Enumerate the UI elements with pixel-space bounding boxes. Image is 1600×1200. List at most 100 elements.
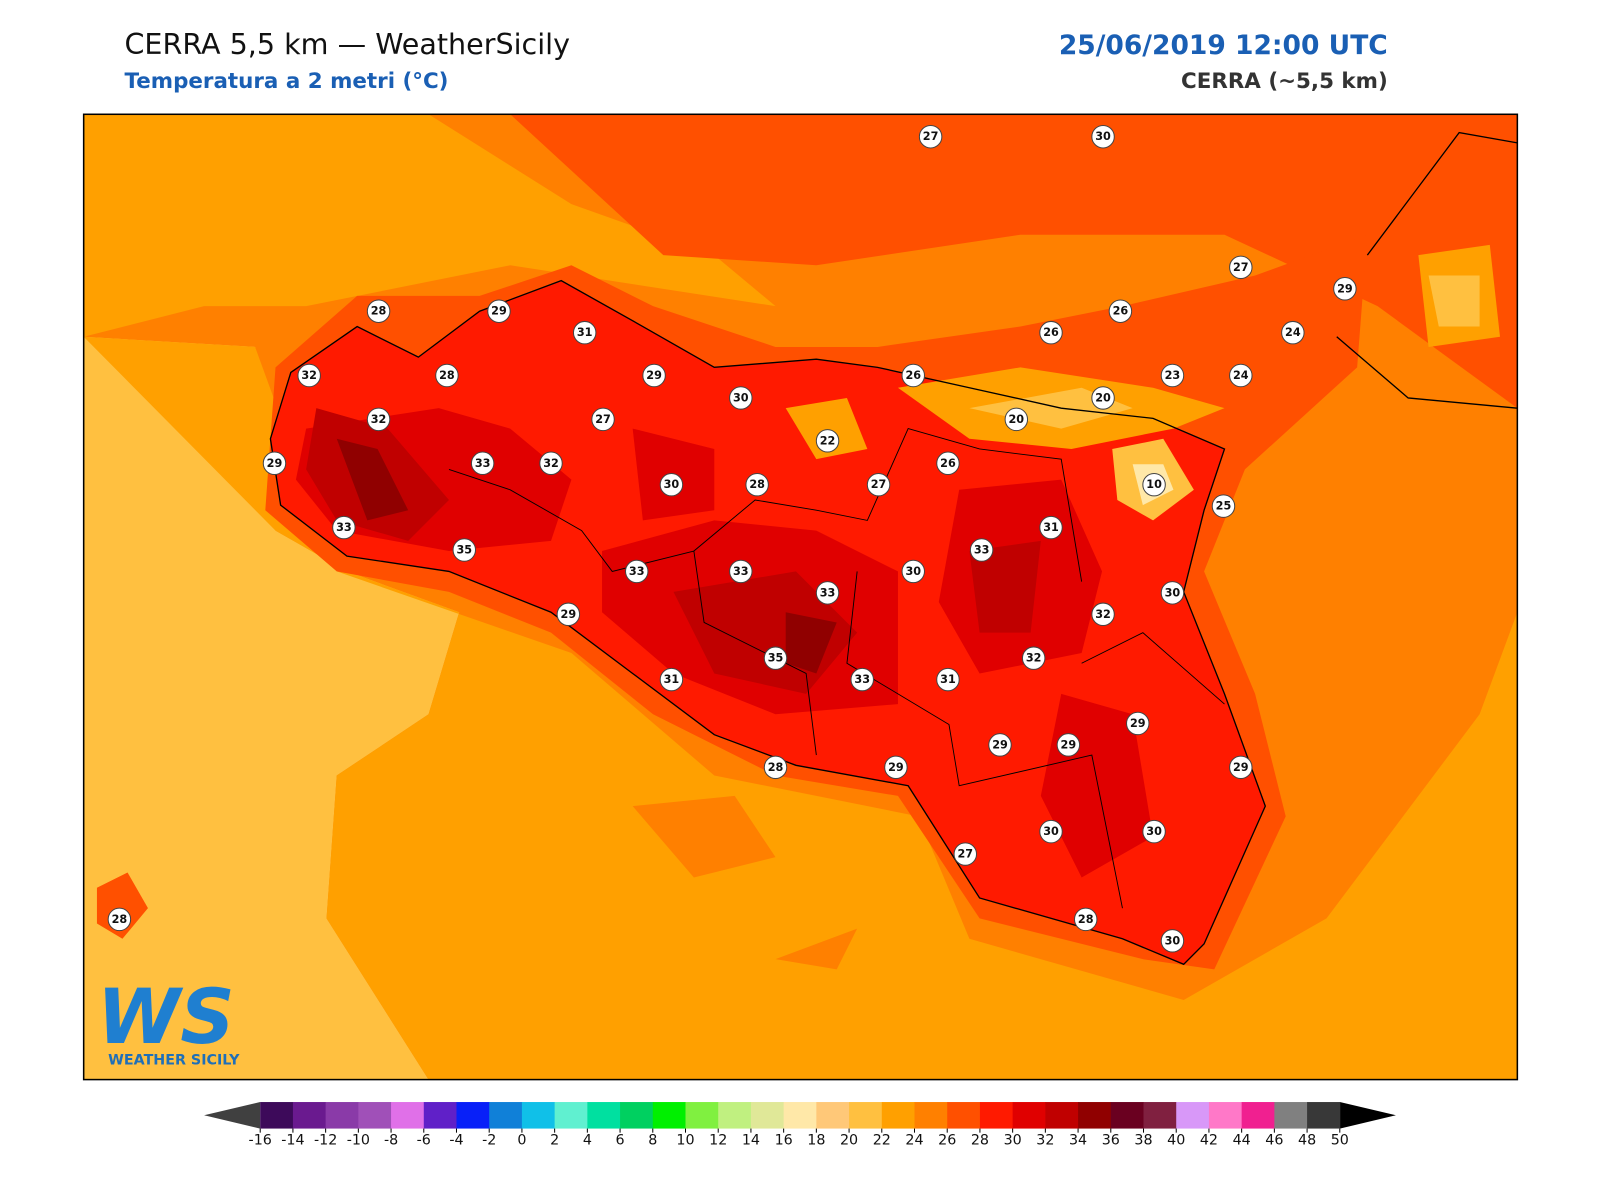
- colorbar-tick-label: 34: [1069, 1132, 1087, 1148]
- station-value: 29: [1337, 282, 1353, 295]
- station-marker: [332, 515, 356, 540]
- title: CERRA 5,5 km — WeatherSicily: [124, 27, 570, 61]
- colorbar-tick-label: 2: [550, 1132, 559, 1148]
- station-marker: [1142, 819, 1166, 844]
- colorbar-tick-label: -4: [449, 1132, 463, 1148]
- station-value: 31: [1043, 521, 1059, 534]
- colorbar-tick-label: -12: [314, 1132, 337, 1148]
- colorbar-segment: [1274, 1102, 1308, 1129]
- station-marker: [659, 472, 684, 497]
- station-value: 30: [1146, 825, 1162, 838]
- colorbar-tick-label: 0: [517, 1132, 526, 1148]
- colorbar-tick-label: 42: [1200, 1132, 1218, 1148]
- station-value: 33: [336, 521, 352, 534]
- station-value: 27: [595, 413, 611, 426]
- station-marker: [763, 755, 788, 780]
- colorbar-segment: [652, 1102, 687, 1129]
- logo-text: WEATHER SICILY: [108, 1052, 240, 1068]
- station-marker: [1091, 602, 1115, 627]
- station-marker: [1142, 472, 1166, 497]
- station-marker: [366, 299, 391, 323]
- station-value: 32: [301, 369, 317, 382]
- station-marker: [815, 429, 840, 453]
- station-marker: [297, 363, 321, 388]
- colorbar-segment: [358, 1102, 392, 1129]
- station-marker: [1073, 907, 1098, 932]
- temperature-field: [83, 114, 1518, 1080]
- station-marker: [884, 755, 908, 780]
- station-marker: [729, 386, 753, 410]
- station-value: 32: [543, 457, 559, 470]
- station-marker: [763, 646, 788, 670]
- station-value: 29: [1061, 738, 1077, 751]
- station-marker: [918, 125, 943, 149]
- station-marker: [988, 733, 1012, 757]
- colorbar-tick-label: 50: [1331, 1132, 1349, 1148]
- colorbar-segment: [979, 1102, 1014, 1129]
- station-marker: [556, 602, 581, 627]
- colorbar-tick-label: 40: [1167, 1132, 1185, 1148]
- station-marker: [1004, 407, 1029, 432]
- colorbar-segment: [816, 1102, 850, 1129]
- station-value: 29: [1130, 717, 1146, 730]
- station-marker: [1108, 299, 1133, 323]
- station-value: 29: [888, 761, 904, 774]
- station-marker: [953, 842, 978, 866]
- colorbar-segment: [914, 1102, 948, 1129]
- station-marker: [1056, 733, 1081, 757]
- station-marker: [815, 581, 840, 605]
- colorbar-segment: [620, 1102, 654, 1129]
- colorbar-tick-label: 14: [742, 1132, 760, 1148]
- colorbar-segment: [1012, 1102, 1046, 1129]
- station-marker: [729, 559, 753, 584]
- station-value: 33: [974, 544, 990, 557]
- station-marker: [1211, 494, 1236, 518]
- colorbar-tick-label: 4: [583, 1132, 592, 1148]
- station-value: 29: [267, 457, 283, 470]
- colorbar-segment: [718, 1102, 752, 1129]
- station-marker: [591, 407, 615, 432]
- colorbar-extend-low: [204, 1102, 261, 1129]
- station-marker: [850, 667, 874, 692]
- station-value: 33: [475, 457, 491, 470]
- station-value: 33: [854, 673, 870, 686]
- station-marker: [642, 363, 666, 388]
- station-marker: [435, 363, 459, 388]
- colorbar-tick-label: 24: [905, 1132, 923, 1148]
- station-value: 28: [749, 478, 765, 491]
- station-value: 29: [1233, 761, 1249, 774]
- datetime: 25/06/2019 12:00 UTC: [1059, 30, 1388, 61]
- station-marker: [745, 472, 769, 497]
- station-marker: [1160, 929, 1185, 953]
- station-value: 31: [940, 673, 956, 686]
- station-marker: [866, 472, 891, 497]
- station-value: 25: [1216, 500, 1232, 513]
- station-value: 31: [664, 673, 680, 686]
- station-value: 33: [629, 565, 645, 578]
- colorbar-tick-label: -2: [482, 1132, 496, 1148]
- station-value: 28: [112, 913, 128, 926]
- colorbar-tick-label: -10: [347, 1132, 370, 1148]
- colorbar-segment: [783, 1102, 817, 1129]
- station-marker: [1160, 581, 1185, 605]
- station-value: 30: [664, 478, 680, 491]
- station-marker: [1039, 320, 1063, 345]
- station-marker: [107, 907, 132, 932]
- colorbar-tick-label: 26: [938, 1132, 956, 1148]
- station-marker: [1229, 755, 1253, 780]
- colorbar-tick-label: 44: [1233, 1132, 1251, 1148]
- station-marker: [901, 559, 925, 584]
- colorbar-tick-label: 48: [1298, 1132, 1316, 1148]
- colorbar-segment: [1176, 1102, 1210, 1129]
- map-frame: [82, 113, 1519, 1081]
- colorbar-segment: [1143, 1102, 1177, 1129]
- colorbar-tick-label: 10: [676, 1132, 694, 1148]
- station-value: 29: [491, 305, 507, 318]
- station-marker: [1333, 277, 1357, 301]
- colorbar-segment: [554, 1102, 588, 1129]
- colorbar-tick-label: -8: [384, 1132, 398, 1148]
- colorbar-tick-label: -14: [281, 1132, 304, 1148]
- colorbar-segment: [423, 1102, 458, 1129]
- station-value: 24: [1285, 326, 1301, 339]
